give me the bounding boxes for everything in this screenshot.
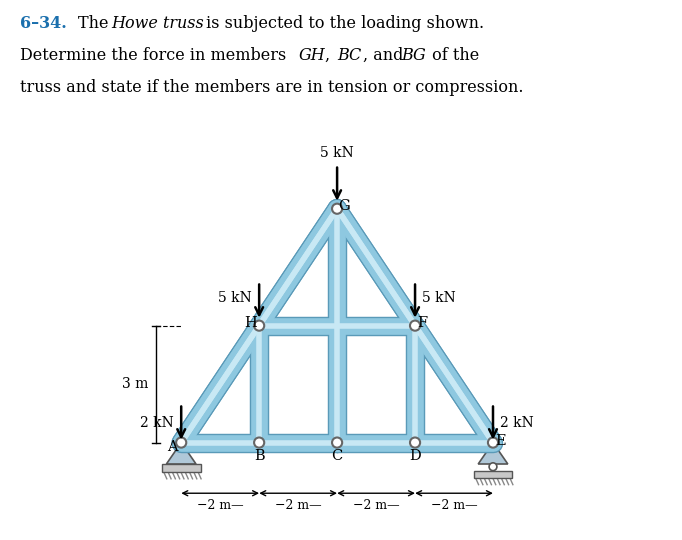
Text: Determine the force in members: Determine the force in members [20, 46, 292, 64]
Text: , and: , and [363, 46, 409, 64]
Text: 6–34.: 6–34. [20, 15, 68, 31]
Circle shape [488, 437, 498, 448]
Text: D: D [409, 449, 421, 463]
Text: BG: BG [401, 46, 426, 64]
Text: H: H [244, 315, 257, 329]
Text: BC: BC [337, 46, 361, 64]
Text: 5 kN: 5 kN [218, 292, 252, 305]
Text: The: The [78, 15, 114, 31]
Circle shape [254, 321, 264, 330]
Circle shape [332, 437, 342, 448]
Text: −2 m—: −2 m— [197, 499, 243, 512]
Text: of the: of the [427, 46, 479, 64]
Text: E: E [496, 434, 506, 448]
Text: truss and state if the members are in tension or compression.: truss and state if the members are in te… [20, 79, 524, 96]
Circle shape [254, 437, 264, 448]
Text: GH: GH [299, 46, 325, 64]
Circle shape [410, 437, 420, 448]
Polygon shape [478, 443, 508, 464]
Text: A: A [167, 440, 178, 454]
Polygon shape [473, 471, 512, 478]
Circle shape [489, 463, 497, 471]
Text: is subjected to the loading shown.: is subjected to the loading shown. [201, 15, 484, 31]
Text: −2 m—: −2 m— [353, 499, 400, 512]
Polygon shape [162, 464, 201, 472]
Text: ,: , [325, 46, 335, 64]
Text: 2 kN: 2 kN [500, 416, 534, 430]
Text: C: C [331, 449, 343, 463]
Polygon shape [166, 443, 196, 464]
Circle shape [332, 204, 342, 214]
Text: G: G [338, 199, 350, 213]
Text: B: B [254, 449, 265, 463]
Text: Howe truss: Howe truss [111, 15, 204, 31]
Circle shape [410, 321, 420, 330]
Text: 5 kN: 5 kN [321, 146, 354, 160]
Circle shape [176, 437, 186, 448]
Text: F: F [417, 315, 427, 329]
Text: 5 kN: 5 kN [422, 292, 456, 305]
Text: −2 m—: −2 m— [431, 499, 477, 512]
Text: −2 m—: −2 m— [275, 499, 321, 512]
Text: 3 m: 3 m [123, 377, 149, 391]
Text: 2 kN: 2 kN [140, 416, 174, 430]
